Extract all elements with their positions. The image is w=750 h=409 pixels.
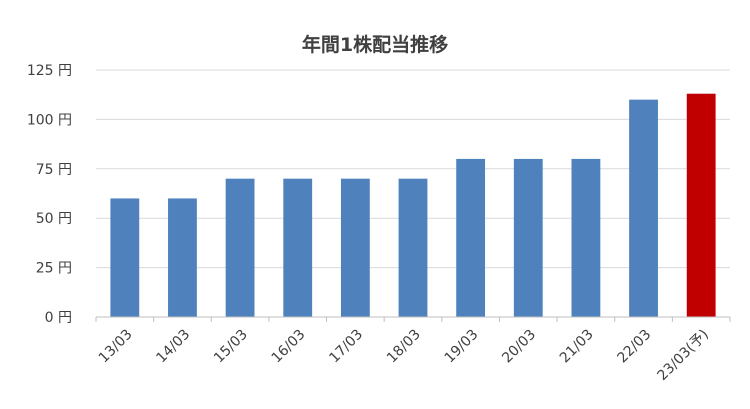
x-category-label: 13/03 (96, 327, 136, 367)
y-tick-label: 25 円 (36, 261, 72, 277)
y-tick-label: 100 円 (27, 112, 72, 128)
y-tick-label: 0 円 (45, 310, 72, 326)
x-category-label: 20/03 (499, 327, 539, 367)
y-tick-label: 75 円 (36, 162, 72, 178)
x-category-label: 16/03 (269, 327, 309, 367)
x-category-label: 21/03 (557, 327, 597, 367)
bar (686, 93, 716, 317)
bar (456, 158, 486, 317)
x-category-label: 14/03 (153, 327, 193, 367)
x-category-label: 19/03 (442, 327, 482, 367)
y-tick-label: 50 円 (36, 211, 72, 227)
x-category-label: 18/03 (384, 327, 424, 367)
bar (168, 198, 197, 317)
bar (513, 158, 543, 317)
bar (225, 178, 255, 317)
bar (110, 198, 140, 317)
x-category-label: 15/03 (211, 327, 251, 367)
x-category-label: 23/03(予) (655, 327, 712, 384)
x-category-label: 17/03 (326, 327, 366, 367)
x-category-label: 22/03 (615, 327, 655, 367)
chart-title: 年間1株配当推移 (301, 34, 449, 56)
bar (629, 99, 658, 317)
bar (398, 178, 428, 317)
bar (283, 178, 313, 317)
bar (340, 178, 370, 317)
bar (571, 158, 601, 317)
y-tick-label: 125 円 (27, 63, 72, 79)
